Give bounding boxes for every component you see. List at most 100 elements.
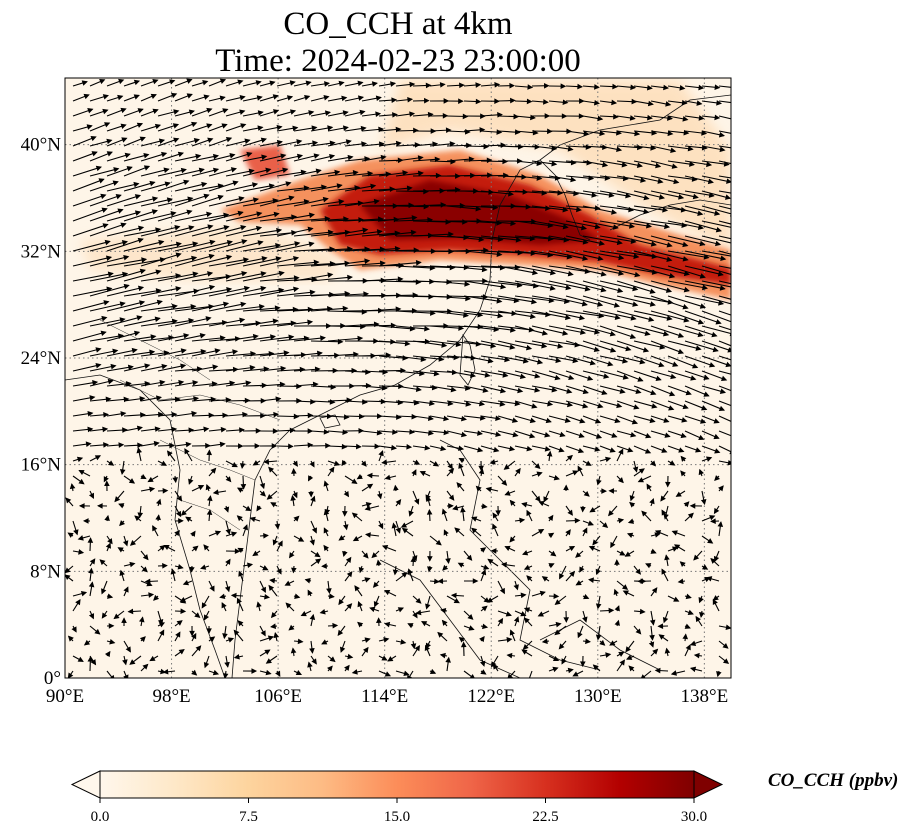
wind-arrowhead <box>562 223 569 230</box>
wind-arrowhead <box>205 483 211 491</box>
wind-arrowhead <box>582 527 588 534</box>
wind-arrowhead <box>65 497 72 504</box>
wind-arrowhead <box>229 153 236 159</box>
wind-vector <box>276 200 309 207</box>
wind-arrowhead <box>397 276 404 282</box>
wind-arrowhead <box>212 153 220 160</box>
wind-vector <box>327 248 370 252</box>
wind-arrowhead <box>65 567 71 574</box>
wind-arrowhead <box>118 442 125 448</box>
wind-arrowhead <box>494 98 500 105</box>
wind-vector <box>140 226 180 237</box>
wind-arrowhead <box>217 194 224 201</box>
wind-arrowhead <box>327 125 334 131</box>
wind-arrowhead <box>618 448 624 455</box>
wind-arrowhead <box>127 608 134 615</box>
wind-arrowhead <box>514 400 521 407</box>
wind-vector <box>531 190 563 194</box>
wind-vector <box>480 325 515 332</box>
wind-arrowhead <box>311 658 317 665</box>
wind-vector <box>463 280 506 288</box>
wind-arrowhead <box>567 401 574 408</box>
wind-arrowhead <box>238 196 245 202</box>
wind-arrowhead <box>123 674 129 678</box>
wind-arrowhead <box>434 156 441 163</box>
wind-arrowhead <box>695 447 702 453</box>
wind-arrowhead <box>637 477 644 483</box>
wind-arrowhead <box>161 363 168 370</box>
wind-vector <box>667 220 703 229</box>
wind-arrowhead <box>272 539 278 546</box>
wind-arrowhead <box>730 227 731 231</box>
wind-vector <box>633 235 672 247</box>
wind-arrowhead <box>155 395 162 401</box>
wind-vector <box>616 280 655 294</box>
wind-vector <box>174 183 207 192</box>
wind-vector <box>667 265 706 278</box>
wind-vector <box>225 305 264 312</box>
wind-arrowhead <box>579 418 586 424</box>
wind-arrowhead <box>112 180 119 186</box>
wind-vector <box>174 285 215 297</box>
wind-arrowhead <box>95 362 102 369</box>
wind-vector <box>72 208 107 222</box>
wind-arrowhead <box>597 301 604 307</box>
wind-vector <box>718 340 731 347</box>
wind-arrowhead <box>400 639 407 645</box>
wind-arrowhead <box>420 356 427 362</box>
wind-vector <box>157 364 186 372</box>
wind-arrowhead <box>227 637 235 643</box>
wind-arrowhead <box>142 663 149 670</box>
wind-vector <box>548 355 578 362</box>
wind-arrowhead <box>194 612 201 619</box>
wind-arrowhead <box>226 286 233 293</box>
wind-arrowhead <box>252 333 259 340</box>
wind-vector <box>361 324 396 327</box>
wind-arrowhead <box>312 381 319 388</box>
wind-arrowhead <box>171 318 178 325</box>
wind-vector <box>616 265 657 274</box>
wind-vector <box>718 220 731 225</box>
wind-arrowhead <box>323 429 330 435</box>
wind-arrowhead <box>222 412 229 419</box>
wind-vector <box>701 325 731 335</box>
wind-arrowhead <box>241 270 248 277</box>
wind-arrowhead <box>647 100 654 107</box>
wind-arrowhead <box>308 491 314 498</box>
wind-arrowhead <box>326 588 332 595</box>
wind-arrowhead <box>597 115 604 122</box>
wind-arrowhead <box>687 512 694 519</box>
wind-arrowhead <box>226 254 233 261</box>
wind-vector <box>225 198 259 207</box>
wind-arrowhead <box>467 614 474 620</box>
wind-arrowhead <box>648 641 655 648</box>
wind-arrowhead <box>545 417 552 424</box>
wind-arrowhead <box>622 590 629 596</box>
wind-arrowhead <box>206 449 213 456</box>
wind-vector <box>225 257 267 267</box>
wind-arrowhead <box>667 130 674 137</box>
wind-arrowhead <box>544 446 551 452</box>
wind-arrowhead <box>205 316 212 322</box>
wind-arrowhead <box>234 548 241 555</box>
wind-arrowhead <box>457 562 464 568</box>
wind-arrowhead <box>663 417 670 423</box>
wind-arrowhead <box>630 431 637 438</box>
wind-arrowhead <box>410 643 417 650</box>
wind-arrowhead <box>594 329 601 335</box>
lat-tick-labels: 0°8°N16°N24°N32°N40°N <box>21 135 62 689</box>
wind-vector <box>174 254 214 267</box>
wind-arrowhead <box>683 501 690 508</box>
wind-vector <box>395 310 435 314</box>
wind-arrowhead <box>88 492 94 500</box>
wind-arrowhead <box>351 669 358 675</box>
wind-vector <box>157 319 194 327</box>
wind-arrowhead <box>378 141 385 147</box>
wind-arrowhead <box>156 299 163 306</box>
wind-arrowhead <box>481 503 488 509</box>
wind-arrowhead <box>626 654 633 660</box>
wind-arrowhead <box>651 587 658 594</box>
wind-arrowhead <box>78 549 85 555</box>
wind-arrowhead <box>730 322 731 325</box>
wind-arrowhead <box>122 659 128 666</box>
